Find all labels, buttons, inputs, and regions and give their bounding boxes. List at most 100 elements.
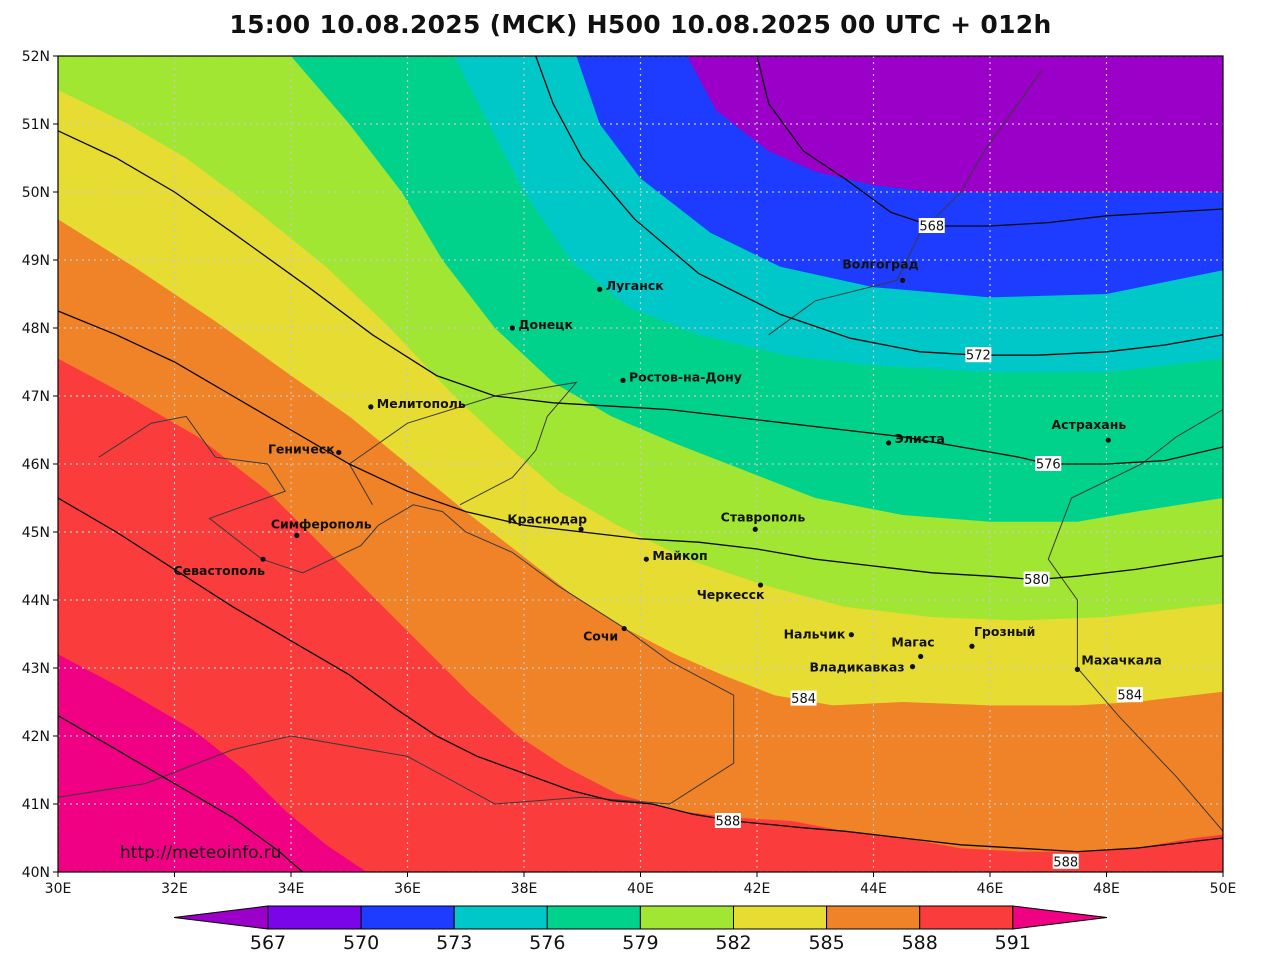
city-marker: [260, 556, 266, 562]
colorbar-max-arrow: [1012, 905, 1108, 930]
city-label: Сочи: [583, 629, 618, 644]
colorbar-label: 588: [902, 932, 938, 954]
city-marker: [1074, 666, 1080, 672]
x-tick-label: 42E: [744, 881, 771, 897]
city-label: Майкоп: [652, 548, 707, 563]
coastline-volga: [768, 69, 1043, 336]
city-label: Черкесск: [697, 587, 765, 602]
contour-label-588: 588: [1053, 855, 1078, 870]
y-tick-label: 46N: [22, 457, 50, 473]
city-label: Симферополь: [271, 516, 372, 531]
city-marker: [752, 526, 758, 532]
colorbar-segment: [733, 905, 828, 930]
contour-label-568: 568: [919, 220, 944, 235]
credit-url: http://meteoinfo.ru: [120, 843, 281, 863]
city-marker: [1105, 437, 1111, 443]
contour-568: [756, 56, 1223, 227]
city-marker: [900, 277, 906, 283]
city-marker: [909, 664, 916, 670]
contour-572: [535, 56, 1223, 356]
city-label: Севастополь: [174, 563, 266, 578]
y-tick-label: 43N: [22, 661, 50, 677]
coastline-black_sea_azov: [58, 415, 735, 805]
city-label: Элиста: [895, 431, 945, 446]
city-marker: [368, 404, 374, 410]
colorbar-label: 573: [436, 932, 472, 954]
city-label: Грозный: [974, 624, 1035, 639]
city-marker: [336, 449, 342, 456]
city-label: Краснодар: [507, 511, 587, 526]
city-label: Ростов-на-Дону: [629, 369, 742, 384]
coastline-caspian_west: [1047, 409, 1223, 832]
city-label: Ставрополь: [721, 509, 806, 524]
colorbar-segment: [453, 905, 548, 930]
y-tick-label: 52N: [22, 49, 50, 65]
city-label: Нальчик: [784, 627, 846, 642]
city-label: Луганск: [606, 278, 665, 293]
colorbar-label: 582: [715, 932, 751, 954]
contour-label-588: 588: [715, 815, 740, 830]
graticule: [58, 56, 1223, 872]
y-tick-label: 48N: [22, 321, 50, 337]
coastline-azov_north: [348, 381, 578, 506]
city-marker: [886, 440, 892, 446]
city-label: Донецк: [518, 317, 573, 332]
y-tick-label: 47N: [22, 389, 50, 405]
x-tick-label: 48E: [1093, 881, 1120, 897]
y-tick-label: 51N: [22, 117, 50, 133]
contour-588: [58, 715, 304, 872]
contour-label-576: 576: [1036, 458, 1061, 473]
colorbar: 567 570 573 576 579 582 585 588 591: [173, 905, 1108, 954]
y-tick-label: 42N: [22, 729, 50, 745]
contour-label-bg: [918, 218, 945, 233]
coastlines: [58, 69, 1223, 832]
x-tick-label: 46E: [977, 881, 1004, 897]
x-tick-label: 36E: [394, 881, 421, 897]
colorbar-segment: [639, 905, 735, 930]
colorbar-label: 567: [250, 932, 286, 954]
contour-label-584: 584: [791, 692, 816, 707]
x-tick-label: 38E: [511, 881, 538, 897]
city-marker: [294, 532, 300, 539]
page-title: 15:00 10.08.2025 (МСК) H500 10.08.2025 0…: [229, 10, 1052, 39]
x-tick-label: 40E: [627, 881, 654, 897]
colorbar-segment: [919, 905, 1014, 930]
contour-580: [58, 310, 1223, 581]
y-tick-label: 49N: [22, 253, 50, 269]
city-label: Геническ: [268, 441, 335, 456]
city-marker: [620, 377, 626, 383]
contour-label-572: 572: [966, 349, 991, 364]
colorbar-segment: [267, 905, 362, 930]
height-contours: 568 572 576 580 584 584 588 588: [58, 56, 1223, 872]
axis-ticks: 30E 32E 34E 36E 38E 40E 42E 44E 46E 48E 50E 40N 41N 4…: [22, 49, 1237, 897]
x-tick-label: 50E: [1210, 881, 1237, 897]
city-marker: [643, 556, 649, 562]
colorbar-segment: [360, 905, 455, 930]
city-marker: [757, 582, 764, 588]
city-label: Магас: [891, 634, 934, 649]
city-label: Владикавказ: [810, 660, 905, 675]
city-marker: [969, 643, 975, 649]
city-label: Мелитополь: [377, 396, 466, 411]
y-tick-label: 40N: [22, 865, 50, 881]
city-label: Астрахань: [1051, 417, 1126, 432]
colorbar-label: 576: [529, 932, 565, 954]
contour-label-bg: [965, 347, 992, 363]
colorbar-label: 579: [622, 932, 658, 954]
y-tick-label: 45N: [22, 525, 50, 541]
city-marker: [509, 325, 515, 331]
city-label: Волгоград: [842, 256, 918, 271]
x-tick-label: 32E: [161, 881, 188, 897]
y-tick-label: 44N: [22, 593, 50, 609]
city-label: Махачкала: [1081, 652, 1161, 667]
city-marker: [848, 632, 854, 638]
city-marker: [597, 286, 603, 292]
band-lt567: [687, 56, 1223, 192]
contour-label-bg: [714, 813, 741, 828]
contour-584: [58, 497, 1223, 853]
colorbar-label: 591: [995, 932, 1031, 954]
contour-label-580: 580: [1024, 573, 1049, 588]
contour-label-bg: [1052, 853, 1079, 869]
colorbar-label: 570: [343, 932, 379, 954]
y-tick-label: 41N: [22, 797, 50, 813]
